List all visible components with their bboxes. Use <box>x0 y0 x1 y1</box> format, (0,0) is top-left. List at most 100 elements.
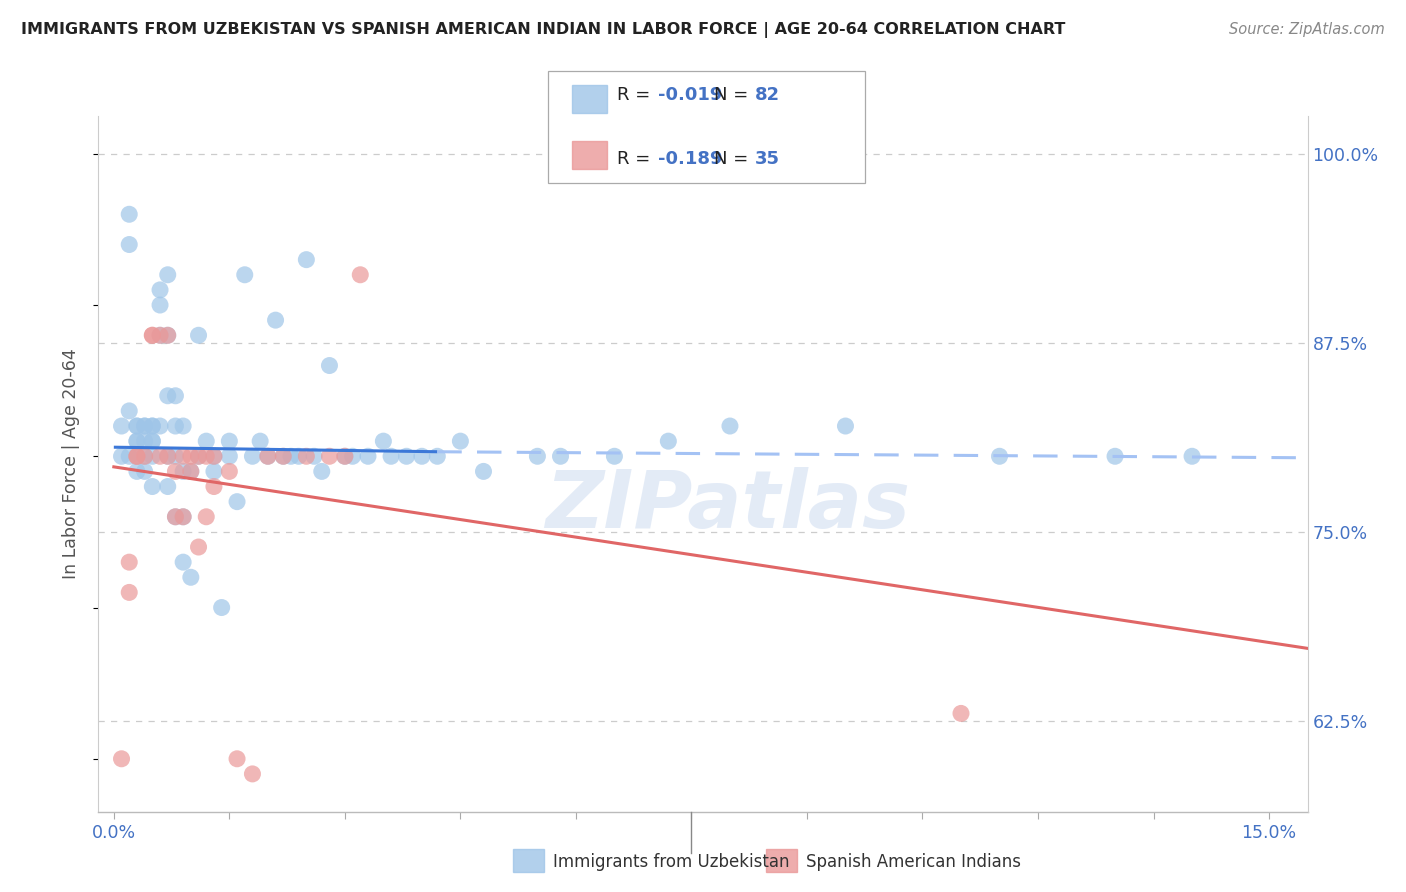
Point <box>156 268 179 282</box>
Text: N =: N = <box>714 87 754 104</box>
Point <box>834 419 856 434</box>
Point <box>411 450 433 464</box>
Point <box>988 450 1011 464</box>
Point <box>1104 450 1126 464</box>
Point <box>156 450 179 464</box>
Point <box>264 313 287 327</box>
Point <box>125 450 148 464</box>
Point <box>125 419 148 434</box>
Point <box>125 450 148 464</box>
Point <box>134 419 156 434</box>
Point <box>357 450 380 464</box>
Text: R =: R = <box>617 150 657 168</box>
Point <box>311 464 333 478</box>
Point <box>149 328 172 343</box>
Point <box>218 450 240 464</box>
Text: 82: 82 <box>755 87 780 104</box>
Point <box>218 464 240 478</box>
Point <box>380 450 402 464</box>
Point <box>141 419 163 434</box>
Point <box>172 450 194 464</box>
Point <box>449 434 471 449</box>
Text: Immigrants from Uzbekistan: Immigrants from Uzbekistan <box>553 853 789 871</box>
Point <box>156 389 179 403</box>
Point <box>165 419 187 434</box>
Point <box>187 450 209 464</box>
Point <box>156 479 179 493</box>
Point <box>1181 450 1204 464</box>
Point <box>195 509 218 524</box>
Point <box>202 450 225 464</box>
Point <box>125 464 148 478</box>
Point <box>342 450 364 464</box>
Point <box>333 450 356 464</box>
Point <box>271 450 294 464</box>
Point <box>187 450 209 464</box>
Point <box>287 450 309 464</box>
Point <box>110 450 132 464</box>
Text: -0.019: -0.019 <box>658 87 723 104</box>
Point <box>318 450 340 464</box>
Point <box>271 450 294 464</box>
Point <box>603 450 626 464</box>
Text: ZIPatlas: ZIPatlas <box>544 467 910 545</box>
Point <box>333 450 356 464</box>
Point <box>295 450 318 464</box>
Point <box>211 600 233 615</box>
Point <box>125 434 148 449</box>
Point <box>172 509 194 524</box>
Text: 35: 35 <box>755 150 780 168</box>
Point <box>149 328 172 343</box>
Point <box>118 555 141 569</box>
Point <box>141 434 163 449</box>
Point <box>395 450 418 464</box>
Point <box>141 328 163 343</box>
Point <box>165 509 187 524</box>
Point <box>134 464 156 478</box>
Point <box>141 479 163 493</box>
Point <box>141 450 163 464</box>
Point <box>187 540 209 554</box>
Point <box>172 419 194 434</box>
Point <box>249 434 271 449</box>
Point <box>202 479 225 493</box>
Point <box>141 434 163 449</box>
Point <box>349 268 371 282</box>
Text: N =: N = <box>714 150 754 168</box>
Point <box>373 434 395 449</box>
Point <box>195 434 218 449</box>
Point <box>156 328 179 343</box>
Text: Spanish American Indians: Spanish American Indians <box>806 853 1021 871</box>
Text: Source: ZipAtlas.com: Source: ZipAtlas.com <box>1229 22 1385 37</box>
Point <box>426 450 449 464</box>
Point <box>149 450 172 464</box>
Point <box>134 450 156 464</box>
Point <box>202 464 225 478</box>
Point <box>172 555 194 569</box>
Point <box>149 298 172 312</box>
Point <box>472 464 495 478</box>
Point <box>134 419 156 434</box>
Point <box>134 434 156 449</box>
Point <box>118 585 141 599</box>
Point <box>280 450 302 464</box>
Point <box>526 450 548 464</box>
Point <box>110 752 132 766</box>
Point <box>295 252 318 267</box>
Point <box>257 450 280 464</box>
Point <box>141 328 163 343</box>
Point <box>195 450 218 464</box>
Point <box>180 464 202 478</box>
Point <box>165 464 187 478</box>
Point <box>172 464 194 478</box>
Point <box>156 450 179 464</box>
Point <box>118 450 141 464</box>
Point <box>257 450 280 464</box>
Point <box>125 434 148 449</box>
Point <box>125 419 148 434</box>
Point <box>149 283 172 297</box>
Text: -0.189: -0.189 <box>658 150 723 168</box>
Point <box>165 509 187 524</box>
Point <box>218 434 240 449</box>
Text: R =: R = <box>617 87 657 104</box>
